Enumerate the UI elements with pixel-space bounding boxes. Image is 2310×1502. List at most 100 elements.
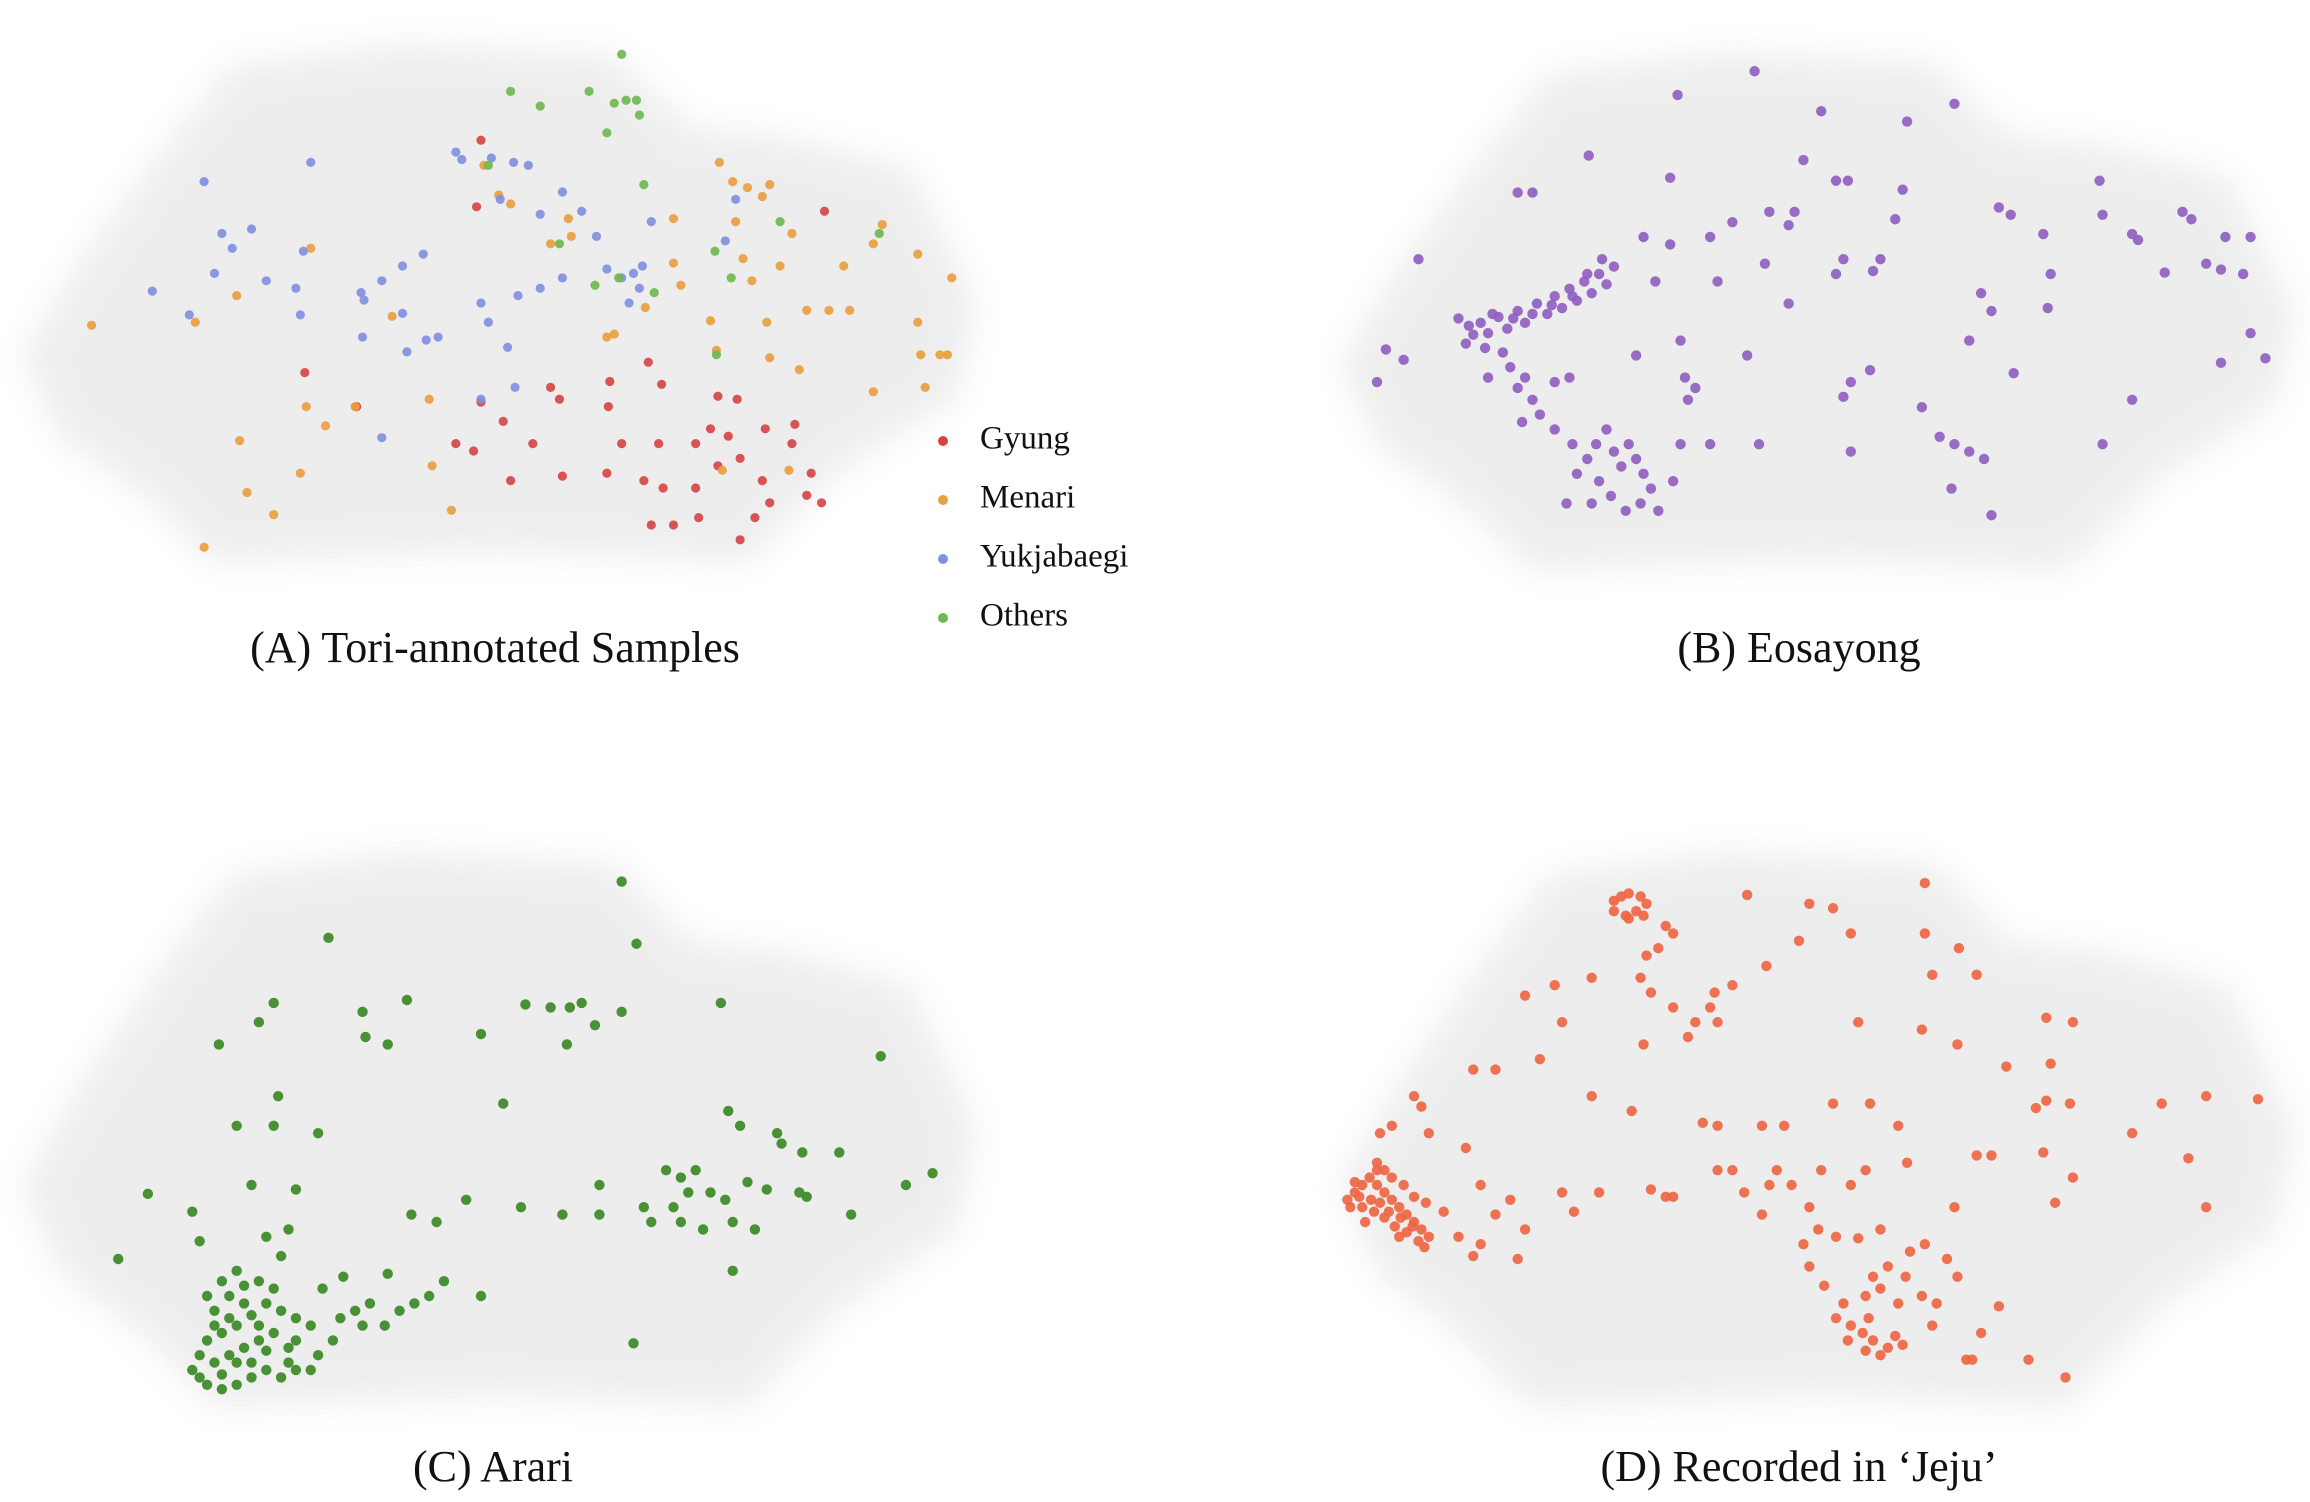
point <box>520 999 531 1010</box>
point <box>1818 1280 1830 1291</box>
point <box>317 1283 328 1294</box>
point <box>1386 1172 1398 1183</box>
point <box>1901 116 1913 127</box>
point <box>327 1335 339 1346</box>
legend-label: Yukjabaegi <box>980 539 1128 575</box>
point <box>1804 898 1815 909</box>
point <box>639 180 649 190</box>
point <box>1667 1002 1679 1013</box>
point <box>418 249 428 259</box>
point <box>731 217 741 227</box>
point <box>935 350 945 360</box>
point <box>1623 913 1634 924</box>
point <box>1460 338 1472 349</box>
point <box>1853 1017 1864 1028</box>
point <box>714 157 724 167</box>
point <box>816 498 827 508</box>
point <box>1904 1246 1916 1257</box>
point <box>184 310 194 320</box>
point <box>1949 1202 1960 1213</box>
point <box>602 264 612 274</box>
point <box>1727 980 1738 991</box>
panel: (C) Arari <box>22 852 977 1491</box>
point <box>631 95 642 105</box>
point <box>1986 1150 1997 1161</box>
point <box>201 1290 213 1302</box>
point <box>1653 505 1664 516</box>
point <box>1842 1335 1854 1346</box>
point <box>1645 1184 1657 1195</box>
point <box>216 1369 228 1380</box>
point <box>357 332 368 342</box>
point <box>2008 367 2019 379</box>
point <box>1527 394 1538 405</box>
point <box>723 431 733 441</box>
point <box>1645 987 1657 998</box>
point <box>1993 202 2005 213</box>
point <box>1508 313 1519 324</box>
point <box>913 317 923 327</box>
point <box>1753 439 1765 450</box>
point <box>1505 362 1516 373</box>
point <box>1638 231 1649 243</box>
point <box>775 217 785 227</box>
point <box>238 1342 250 1354</box>
point <box>731 194 741 204</box>
point <box>246 1357 257 1368</box>
point <box>1897 184 1908 195</box>
point <box>2030 1102 2042 1114</box>
point <box>1556 1187 1568 1198</box>
point <box>1892 1298 1904 1309</box>
point <box>2060 1372 2071 1383</box>
point <box>356 288 366 298</box>
point <box>1549 291 1560 302</box>
point <box>1638 468 1649 479</box>
point <box>609 329 619 339</box>
point <box>762 317 772 327</box>
point <box>1804 1202 1815 1213</box>
point <box>760 424 770 434</box>
point <box>290 1313 302 1324</box>
point <box>421 335 431 345</box>
point <box>1475 1179 1486 1191</box>
point <box>1593 1187 1605 1198</box>
point <box>1916 402 1928 413</box>
point <box>272 1091 284 1102</box>
point <box>409 1298 420 1309</box>
point <box>1416 1101 1427 1112</box>
point <box>1934 431 1945 442</box>
point <box>1741 889 1753 901</box>
point <box>545 1002 556 1013</box>
point <box>1630 350 1642 361</box>
point <box>1919 1239 1931 1250</box>
point <box>246 1310 257 1321</box>
point <box>1875 1350 1886 1361</box>
point <box>1623 888 1634 899</box>
point <box>726 273 736 283</box>
point <box>1505 1194 1516 1206</box>
point <box>605 376 615 387</box>
point <box>1453 1231 1464 1243</box>
point <box>1704 231 1716 243</box>
point <box>787 228 797 239</box>
point <box>406 1209 417 1220</box>
point <box>697 1224 709 1235</box>
point <box>584 86 594 96</box>
point <box>1531 298 1543 309</box>
point <box>394 1305 405 1317</box>
point <box>1952 1271 1963 1282</box>
point <box>589 1019 601 1031</box>
point <box>720 236 730 246</box>
point <box>187 1364 198 1376</box>
point <box>705 424 716 434</box>
point <box>217 228 227 239</box>
point <box>728 177 738 187</box>
point <box>1853 1233 1864 1244</box>
point <box>261 1231 272 1243</box>
point <box>1845 928 1857 939</box>
point <box>187 1206 198 1217</box>
background-cloud <box>1340 852 2295 1407</box>
point <box>1690 1017 1701 1028</box>
point <box>194 1372 205 1383</box>
